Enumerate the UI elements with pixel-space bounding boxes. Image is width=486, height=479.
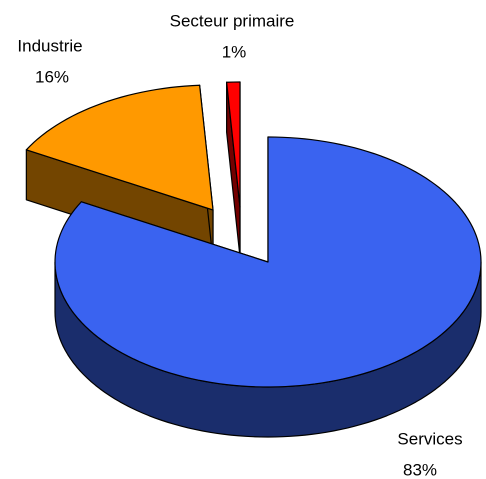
slice-label: Secteur primaire [170, 11, 295, 30]
slice-label: Industrie [17, 36, 82, 55]
slice-label: Services [397, 429, 462, 448]
slice-value-label: 83% [403, 460, 437, 479]
slice-value-label: 1% [222, 42, 247, 61]
slice-value-label: 16% [35, 67, 69, 86]
slice [54, 136, 482, 388]
slice [226, 81, 241, 208]
slice [25, 84, 214, 211]
